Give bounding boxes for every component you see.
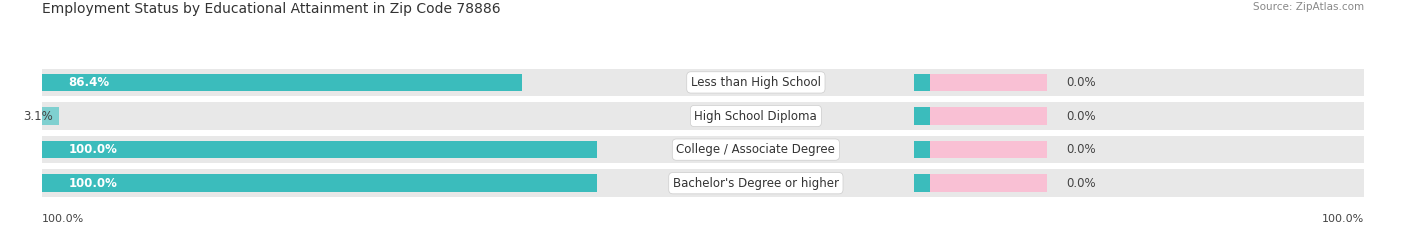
Text: Less than High School: Less than High School [690,76,821,89]
Text: 0.0%: 0.0% [1067,177,1097,190]
Text: Employment Status by Educational Attainment in Zip Code 78886: Employment Status by Educational Attainm… [42,2,501,16]
Bar [42,74,522,91]
Text: 3.1%: 3.1% [22,110,53,123]
Bar [42,69,1364,96]
Text: 100.0%: 100.0% [42,214,84,224]
Bar [42,102,1364,130]
Bar [914,74,931,91]
Bar [914,141,1046,158]
Bar [914,175,931,192]
Text: 100.0%: 100.0% [1322,214,1364,224]
Bar [914,141,931,158]
Text: High School Diploma: High School Diploma [695,110,817,123]
Bar [42,175,598,192]
Bar [914,175,1046,192]
Text: College / Associate Degree: College / Associate Degree [676,143,835,156]
Text: 0.0%: 0.0% [1067,143,1097,156]
Text: 86.4%: 86.4% [69,76,110,89]
Text: 100.0%: 100.0% [69,177,118,190]
Text: Source: ZipAtlas.com: Source: ZipAtlas.com [1253,2,1364,12]
Bar [42,136,1364,163]
Bar [914,107,931,125]
Bar [914,107,1046,125]
Bar [42,141,598,158]
Text: 0.0%: 0.0% [1067,110,1097,123]
Bar [914,74,1046,91]
Text: 100.0%: 100.0% [69,143,118,156]
Bar [42,107,59,125]
Text: Bachelor's Degree or higher: Bachelor's Degree or higher [673,177,839,190]
Bar [42,169,1364,197]
Text: 0.0%: 0.0% [1067,76,1097,89]
